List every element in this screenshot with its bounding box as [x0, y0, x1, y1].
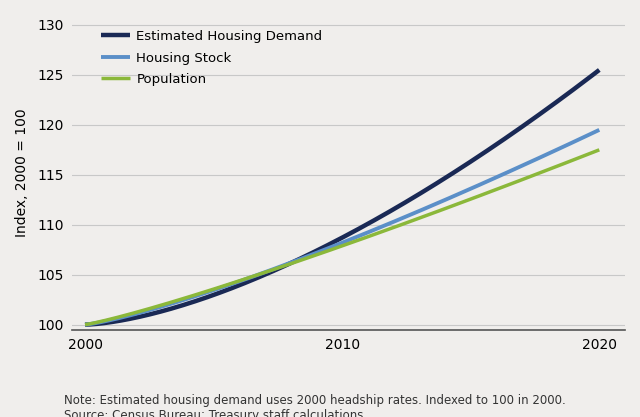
- Line: Housing Stock: Housing Stock: [85, 130, 599, 324]
- Estimated Housing Demand: [396, 203, 404, 208]
- Population: [387, 226, 395, 231]
- Housing Stock: [515, 165, 522, 170]
- Population: [83, 322, 91, 327]
- Estimated Housing Demand: [83, 322, 91, 327]
- Population: [595, 147, 603, 152]
- Line: Population: Population: [85, 150, 599, 324]
- Y-axis label: Index, 2000 = 100: Index, 2000 = 100: [15, 108, 29, 236]
- Population: [386, 226, 394, 231]
- Legend: Estimated Housing Demand, Housing Stock, Population: Estimated Housing Demand, Housing Stock,…: [95, 25, 328, 91]
- Estimated Housing Demand: [81, 322, 89, 327]
- Line: Estimated Housing Demand: Estimated Housing Demand: [85, 70, 599, 324]
- Housing Stock: [387, 220, 395, 225]
- Estimated Housing Demand: [595, 68, 603, 73]
- Population: [396, 223, 404, 228]
- Population: [515, 178, 522, 183]
- Estimated Housing Demand: [387, 208, 395, 213]
- Housing Stock: [83, 322, 91, 327]
- Housing Stock: [595, 127, 603, 132]
- Estimated Housing Demand: [515, 127, 522, 132]
- Population: [81, 322, 89, 327]
- Estimated Housing Demand: [547, 103, 555, 108]
- Text: Note: Estimated housing demand uses 2000 headship rates. Indexed to 100 in 2000.: Note: Estimated housing demand uses 2000…: [64, 394, 566, 407]
- Text: Source: Census Bureau; Treasury staff calculations.: Source: Census Bureau; Treasury staff ca…: [64, 409, 367, 417]
- Housing Stock: [396, 217, 404, 222]
- Population: [547, 166, 555, 171]
- Housing Stock: [547, 150, 555, 155]
- Housing Stock: [81, 322, 89, 327]
- Housing Stock: [386, 221, 394, 226]
- Estimated Housing Demand: [386, 209, 394, 214]
